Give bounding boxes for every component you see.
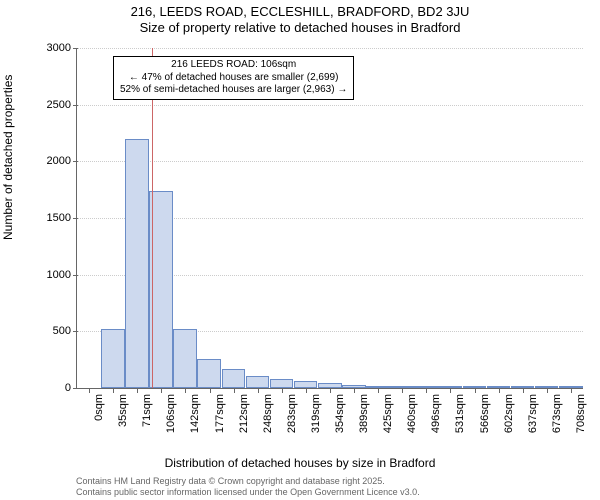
x-tick-mark <box>282 388 283 393</box>
plot-area: 0500100015002000250030000sqm35sqm71sqm10… <box>76 48 583 389</box>
y-axis-label: Number of detached properties <box>1 75 15 240</box>
x-tick-mark <box>306 388 307 393</box>
x-tick-label: 319sqm <box>310 394 322 433</box>
bar <box>197 359 221 388</box>
x-tick-label: 425sqm <box>382 394 394 433</box>
bar <box>173 329 197 388</box>
x-tick-label: 212sqm <box>238 394 250 433</box>
x-tick-mark <box>234 388 235 393</box>
x-tick-label: 496sqm <box>430 394 442 433</box>
y-tick-label: 1500 <box>47 212 77 224</box>
x-tick-label: 708sqm <box>575 394 587 433</box>
gridline <box>77 48 583 49</box>
x-tick-mark <box>89 388 90 393</box>
bar <box>222 369 246 388</box>
annotation-box: 216 LEEDS ROAD: 106sqm← 47% of detached … <box>113 56 354 100</box>
y-tick-label: 3000 <box>47 42 77 54</box>
x-tick-mark <box>161 388 162 393</box>
annotation-line: 216 LEEDS ROAD: 106sqm <box>120 59 347 72</box>
x-tick-mark <box>258 388 259 393</box>
x-tick-mark <box>499 388 500 393</box>
x-tick-label: 177sqm <box>214 394 226 433</box>
footer-line-2: Contains public sector information licen… <box>76 487 420 498</box>
x-tick-label: 460sqm <box>406 394 418 433</box>
x-tick-mark <box>523 388 524 393</box>
x-tick-label: 389sqm <box>358 394 370 433</box>
gridline <box>77 105 583 106</box>
x-tick-label: 283sqm <box>286 394 298 433</box>
chart-title-sub: Size of property relative to detached ho… <box>0 20 600 35</box>
bar <box>246 376 270 388</box>
x-tick-mark <box>354 388 355 393</box>
x-tick-label: 248sqm <box>262 394 274 433</box>
x-tick-label: 637sqm <box>527 394 539 433</box>
x-tick-mark <box>330 388 331 393</box>
x-tick-label: 106sqm <box>165 394 177 433</box>
chart-footer: Contains HM Land Registry data © Crown c… <box>76 476 420 498</box>
footer-line-1: Contains HM Land Registry data © Crown c… <box>76 476 420 487</box>
x-tick-mark <box>378 388 379 393</box>
x-tick-mark <box>547 388 548 393</box>
x-tick-label: 0sqm <box>93 394 105 421</box>
x-tick-mark <box>137 388 138 393</box>
bar <box>125 139 149 388</box>
y-tick-label: 2500 <box>47 99 77 111</box>
bar <box>294 381 318 388</box>
x-tick-mark <box>450 388 451 393</box>
x-tick-label: 71sqm <box>141 394 153 427</box>
x-tick-label: 566sqm <box>479 394 491 433</box>
x-tick-label: 673sqm <box>551 394 563 433</box>
x-tick-mark <box>426 388 427 393</box>
x-tick-mark <box>210 388 211 393</box>
x-tick-mark <box>113 388 114 393</box>
gridline <box>77 161 583 162</box>
x-tick-mark <box>475 388 476 393</box>
y-tick-label: 0 <box>65 382 77 394</box>
x-tick-mark <box>185 388 186 393</box>
y-tick-label: 1000 <box>47 269 77 281</box>
y-tick-label: 2000 <box>47 155 77 167</box>
bar <box>101 329 125 388</box>
x-tick-mark <box>402 388 403 393</box>
chart-title-main: 216, LEEDS ROAD, ECCLESHILL, BRADFORD, B… <box>0 4 600 19</box>
annotation-line: 52% of semi-detached houses are larger (… <box>120 84 347 97</box>
x-tick-label: 602sqm <box>503 394 515 433</box>
chart-container: 216, LEEDS ROAD, ECCLESHILL, BRADFORD, B… <box>0 0 600 500</box>
annotation-line: ← 47% of detached houses are smaller (2,… <box>120 72 347 85</box>
x-tick-label: 354sqm <box>334 394 346 433</box>
x-tick-label: 35sqm <box>117 394 129 427</box>
bar <box>270 379 294 388</box>
x-tick-mark <box>571 388 572 393</box>
y-tick-label: 500 <box>53 325 77 337</box>
x-tick-label: 142sqm <box>189 394 201 433</box>
x-axis-label: Distribution of detached houses by size … <box>0 456 600 470</box>
x-tick-label: 531sqm <box>454 394 466 433</box>
